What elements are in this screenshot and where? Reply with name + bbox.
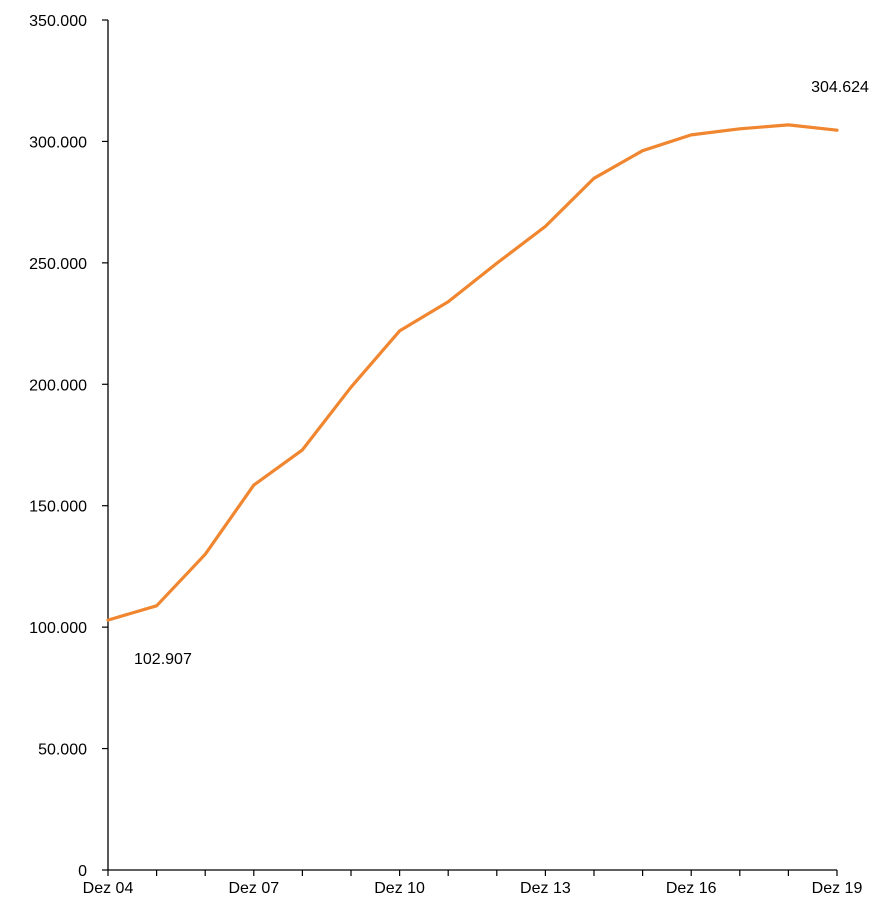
x-tick-label: Dez 10 [374,880,425,897]
y-tick-label: 200.000 [29,377,87,394]
series-line [108,125,837,620]
x-tick-label: Dez 16 [666,880,717,897]
y-tick-label: 50.000 [38,742,87,759]
x-axis: Dez 04 Dez 07 Dez 10 Dez 13 Dez 16 Dez 19 [83,870,863,897]
x-tick-label: Dez 19 [812,880,863,897]
y-tick-label: 0 [78,863,87,880]
annotations: 102.907 304.624 [134,79,869,668]
x-tick-label: Dez 13 [520,880,571,897]
y-tick-label: 150.000 [29,499,87,516]
series-group [108,125,837,620]
data-label: 102.907 [134,651,192,668]
x-tick-label: Dez 04 [83,880,134,897]
x-tick-label: Dez 07 [228,880,279,897]
y-tick-label: 300.000 [29,134,87,151]
y-tick-label: 250.000 [29,256,87,273]
y-tick-label: 100.000 [29,620,87,637]
y-tick-label: 350.000 [29,13,87,30]
y-axis: 0 50.000 100.000 150.000 200.000 250.000 300.0… [29,13,108,880]
data-label: 304.624 [811,79,869,96]
